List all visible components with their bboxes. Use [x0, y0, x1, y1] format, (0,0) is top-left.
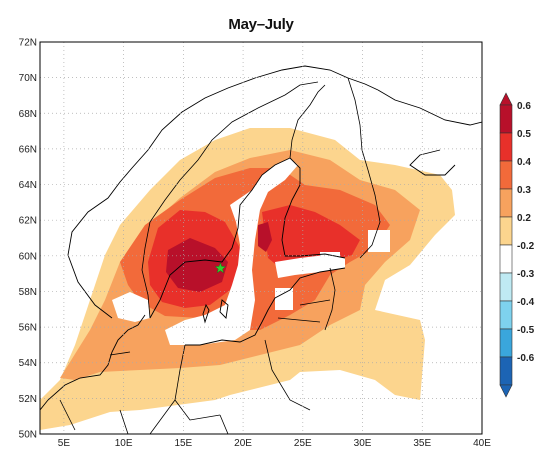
x-tick-label: 5E	[58, 438, 71, 449]
colorbar-swatch	[499, 244, 513, 274]
colorbar-swatch	[499, 328, 513, 358]
blank-cell	[368, 230, 390, 252]
colorbar-swatch	[499, 104, 513, 134]
y-tick-label: 50N	[19, 430, 37, 441]
colorbar-label: 0.6	[517, 101, 531, 112]
colorbar-label: -0.5	[517, 325, 535, 336]
star-marker	[214, 262, 227, 274]
map-frame	[39, 41, 483, 435]
colorbar-swatch	[499, 356, 513, 386]
sweden-baltic-coast	[149, 157, 291, 319]
colorbar-label: -0.4	[517, 297, 535, 308]
axis-ticks: 5E 10E 15E 20E 25E 30E 35E 40E 50N 52N 54N 56N 58N 60…	[19, 38, 492, 450]
y-tick-label: 66N	[19, 144, 37, 155]
y-tick-label: 58N	[19, 287, 37, 298]
y-tick-label: 68N	[19, 109, 37, 120]
y-tick-label: 64N	[19, 180, 37, 191]
colorbar-label: -0.2	[517, 241, 535, 252]
colorbar-swatch	[499, 272, 513, 302]
x-tick-label: 10E	[115, 438, 133, 449]
y-tick-label: 54N	[19, 358, 37, 369]
colorbar-swatch	[499, 132, 513, 162]
field-level-0.6	[166, 222, 272, 292]
colorbar-label: -0.6	[517, 353, 535, 364]
y-tick-label: 70N	[19, 73, 37, 84]
finland-coast	[281, 157, 346, 259]
norway-sweden-border	[141, 81, 319, 319]
baltic-sea-blank	[165, 158, 298, 345]
finland-russia-border	[347, 77, 381, 259]
x-tick-label: 20E	[234, 438, 252, 449]
norway-coast	[67, 65, 379, 319]
x-tick-label: 30E	[354, 438, 372, 449]
colorbar-label: 0.5	[517, 129, 531, 140]
gotland	[219, 299, 229, 319]
colorbar-swatch	[499, 216, 513, 246]
blank-cell	[275, 288, 293, 310]
grid-lines	[40, 42, 482, 434]
colorbar: 0.6 0.5 0.4 0.3 0.2 -0.2 -0.3 -0.4 -0.5 -0.6	[499, 92, 535, 398]
star-icon	[214, 262, 227, 274]
map-title: May–July	[228, 16, 294, 33]
x-tick-label: 15E	[174, 438, 192, 449]
colorbar-label: -0.3	[517, 269, 535, 280]
colorbar-swatch	[499, 188, 513, 218]
oland	[202, 303, 210, 324]
baltic-borders	[277, 267, 336, 331]
colorbar-label: 0.3	[517, 185, 531, 196]
coastlines	[40, 65, 482, 411]
germany-denmark-border	[109, 351, 131, 356]
y-tick-label: 72N	[19, 38, 37, 49]
skagerrak-blank	[112, 292, 150, 322]
baltic-states-coast	[185, 267, 346, 346]
denmark-coast	[40, 314, 146, 411]
x-tick-label: 25E	[294, 438, 312, 449]
y-tick-label: 52N	[19, 394, 37, 405]
white-sea	[409, 149, 456, 176]
x-tick-label: 35E	[413, 438, 431, 449]
sweden-finland-border	[289, 84, 326, 159]
y-tick-label: 56N	[19, 323, 37, 334]
country-borders	[59, 77, 381, 434]
colorbar-label: 0.4	[517, 157, 531, 168]
colorbar-label: 0.2	[517, 213, 531, 224]
colorbar-arrow-top	[499, 92, 513, 106]
x-tick-label: 40E	[473, 438, 491, 449]
correlation-field	[40, 128, 455, 430]
y-tick-label: 60N	[19, 251, 37, 262]
colorbar-swatch	[499, 160, 513, 190]
central-europe-borders	[59, 399, 229, 434]
kola-coast	[377, 89, 482, 126]
colorbar-arrow-bottom	[499, 384, 513, 398]
y-tick-label: 62N	[19, 216, 37, 227]
colorbar-swatch	[499, 300, 513, 330]
